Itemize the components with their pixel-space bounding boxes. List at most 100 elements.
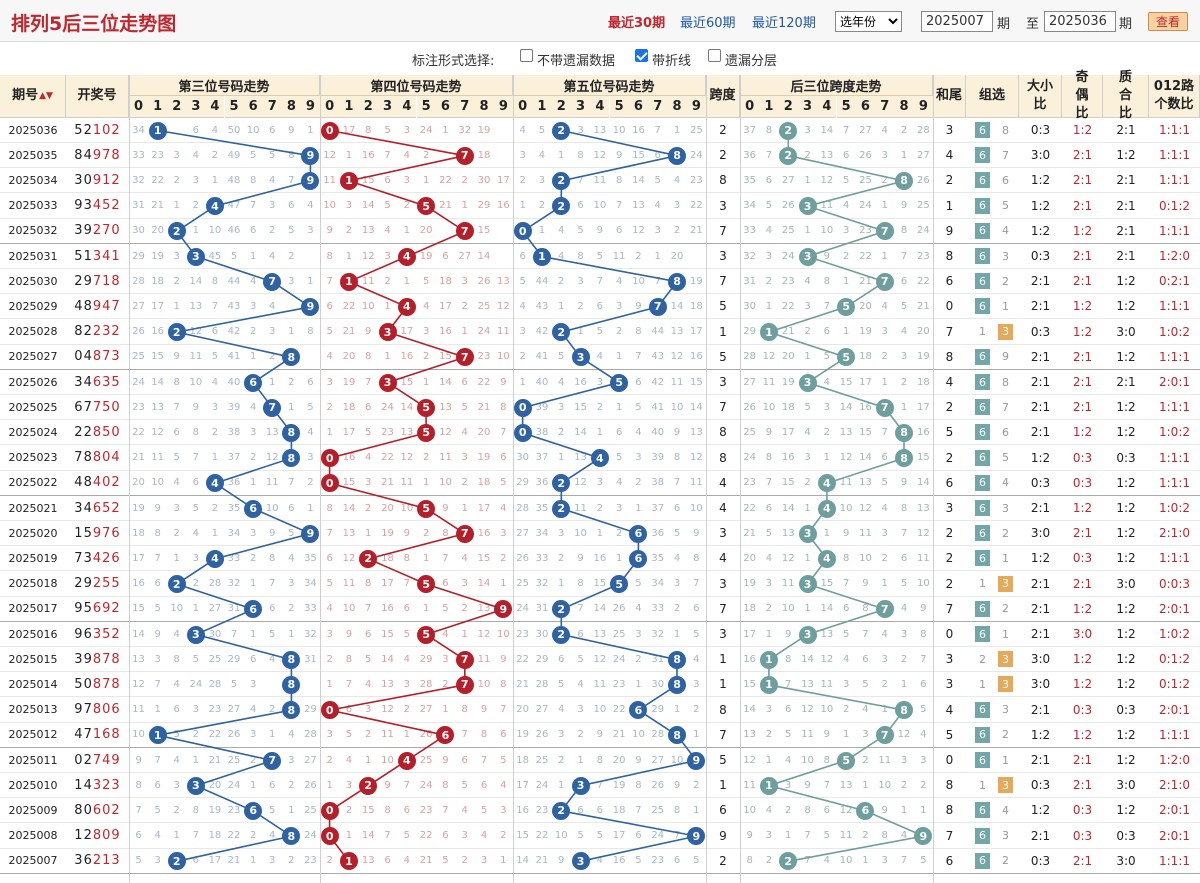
p3-miss-cell: 12 (189, 326, 203, 338)
ps-miss-cell: 27 (859, 124, 872, 136)
p5-miss-cell: 30 (651, 678, 665, 690)
p5-miss-cell: 9 (596, 225, 604, 237)
p5-miss-cell: 12 (593, 653, 607, 665)
p5-hit-ball: 2 (552, 499, 571, 518)
ps-miss-cell: 4 (765, 225, 773, 237)
p5-miss-cell: 27 (535, 704, 549, 716)
group-three-badge: 3 (998, 323, 1013, 340)
issue-header[interactable]: 期号 ▲▼ (0, 75, 66, 118)
ps-miss-cell: 5 (823, 830, 831, 842)
bigsmall-value: 2:1 (1030, 349, 1051, 364)
p4-miss-cell: 6 (442, 250, 449, 262)
draw-digit: 4 (102, 248, 112, 264)
p3-miss-cell: 27 (227, 704, 241, 716)
ps-miss-cell: 11 (839, 830, 853, 842)
ps-miss-cell: 6 (862, 653, 869, 665)
to-issue-input[interactable] (1044, 11, 1116, 32)
p4-miss-cell: 16 (477, 527, 491, 539)
ps-miss-cell: 4 (900, 603, 908, 615)
ps-miss-cell: 6 (823, 804, 831, 816)
ps-hit-ball: 5 (837, 297, 856, 316)
p3-miss-cell: 4 (173, 754, 180, 766)
no-miss-data-checkbox[interactable] (520, 49, 533, 62)
draw-digit: 8 (111, 727, 121, 743)
p5-digit-5: 5 (609, 96, 629, 118)
draw-digit: 9 (111, 752, 121, 768)
recent-60-link[interactable]: 最近60期 (680, 16, 736, 31)
draw-digit: 8 (111, 147, 121, 163)
draw-digit: 7 (74, 550, 84, 566)
from-issue-input[interactable] (921, 11, 993, 32)
recent-120-link[interactable]: 最近120期 (752, 16, 816, 31)
with-line-label[interactable]: 带折线 (652, 54, 692, 69)
p4-miss-cell: 2 (500, 552, 507, 564)
p3-miss-cell: 1 (269, 376, 276, 388)
primecomp-value: 1:2 (1116, 274, 1136, 289)
p4-miss-cell: 7 (461, 729, 468, 741)
ps-miss-cell: 14 (801, 653, 814, 665)
p5-miss-cell: 22 (535, 830, 549, 842)
p5-miss-cell: 7 (673, 830, 681, 842)
p4-miss-cell: 13 (361, 225, 375, 237)
with-line-checkbox[interactable] (635, 49, 648, 62)
p4-miss-cell: 17 (439, 300, 452, 312)
issue-label: 期 (997, 17, 1011, 32)
ps-miss-cell: 1 (920, 804, 927, 816)
p4-miss-cell: 5 (442, 855, 449, 867)
p4-miss-cell: 7 (326, 527, 333, 539)
ps-miss-cell: 9 (785, 628, 792, 640)
no-miss-data-label[interactable]: 不带遗漏数据 (537, 54, 616, 69)
ps-miss-cell: 15 (743, 678, 757, 690)
p4-miss-cell: 3 (461, 830, 468, 842)
p5-miss-cell: 6 (673, 855, 681, 867)
ps-hit-ball: 2 (779, 121, 798, 140)
ps-miss-cell: 1 (862, 779, 869, 791)
p3-miss-cell: 21 (208, 754, 222, 766)
recent-30-link[interactable]: 最近30期 (608, 16, 666, 31)
draw-digit: 4 (83, 777, 93, 793)
route012-value: 1:1:1 (1159, 853, 1190, 868)
miss-layer-checkbox[interactable] (708, 49, 721, 62)
ps-miss-cell: 6 (823, 326, 831, 338)
p5-miss-cell: 10 (689, 502, 703, 514)
p5-hit-ball: 0 (513, 398, 532, 417)
p4-miss-cell: 3 (480, 855, 488, 867)
primecomp-value: 1:2 (1116, 677, 1136, 692)
ps-miss-cell: 2 (900, 124, 908, 136)
p5-miss-cell: 1 (519, 376, 526, 388)
route012-value: 2:0:1 (1159, 601, 1190, 616)
draw-digit: 1 (92, 122, 103, 138)
p5-miss-cell: 5 (596, 830, 604, 842)
query-button[interactable]: 查看 (1148, 12, 1188, 31)
draw-digit: 1 (74, 828, 84, 844)
primecomp-header: 质合比 (1103, 70, 1149, 121)
p5-miss-cell: 3 (615, 300, 623, 312)
draw-digit: 4 (102, 752, 112, 768)
ps-miss-cell: 33 (743, 225, 757, 237)
sort-icon[interactable]: ▲▼ (39, 91, 53, 101)
oddeven-value: 2:1 (1072, 778, 1093, 793)
table-row: 2025020 1 5 9 7 6 18 8 2 4 1 34 3 9 5 7 13 1 19 9 2 8 16 3 27 34 3… (0, 521, 1200, 547)
p4-miss-cell: 3 (403, 174, 411, 186)
p4-miss-cell: 9 (384, 779, 391, 791)
sum-tail-value: 4 (945, 702, 954, 717)
p3-miss-cell: 31 (304, 653, 317, 665)
p4-miss-cell: 10 (477, 678, 491, 690)
miss-layer-label[interactable]: 遗漏分层 (725, 54, 778, 69)
p3-miss-cell: 8 (192, 804, 200, 816)
p4-miss-cell: 20 (342, 351, 356, 363)
ps-miss-cell: 6 (765, 502, 773, 514)
p4-miss-cell: 7 (442, 552, 449, 564)
ps-digit-7: 7 (875, 96, 895, 118)
ps-miss-cell: 10 (878, 779, 892, 791)
ps-miss-cell: 17 (916, 401, 930, 413)
year-select[interactable]: 选年份 (835, 11, 902, 32)
p5-miss-cell: 6 (673, 502, 681, 514)
issue-cell: 2025032 (8, 224, 58, 238)
ps-miss-cell: 8 (920, 628, 927, 640)
p3-digit-0: 0 (129, 96, 149, 118)
p5-miss-cell: 15 (516, 830, 530, 842)
oddeven-value: 2:1 (1072, 173, 1093, 188)
issue-cell: 2025019 (8, 551, 58, 565)
